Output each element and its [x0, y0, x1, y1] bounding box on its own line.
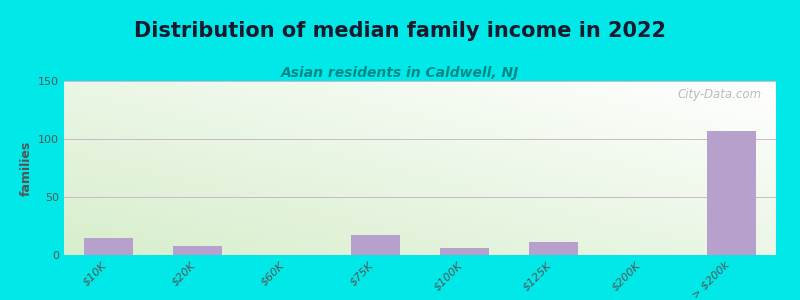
Bar	[173, 246, 222, 255]
Text: Distribution of median family income in 2022: Distribution of median family income in …	[134, 21, 666, 41]
Y-axis label: families: families	[19, 140, 33, 196]
Text: Asian residents in Caldwell, NJ: Asian residents in Caldwell, NJ	[281, 66, 519, 80]
Bar	[529, 242, 578, 255]
Bar	[707, 131, 756, 255]
Bar	[84, 238, 133, 255]
Bar	[351, 235, 400, 255]
Text: City-Data.com: City-Data.com	[678, 88, 762, 101]
Bar	[440, 248, 489, 255]
